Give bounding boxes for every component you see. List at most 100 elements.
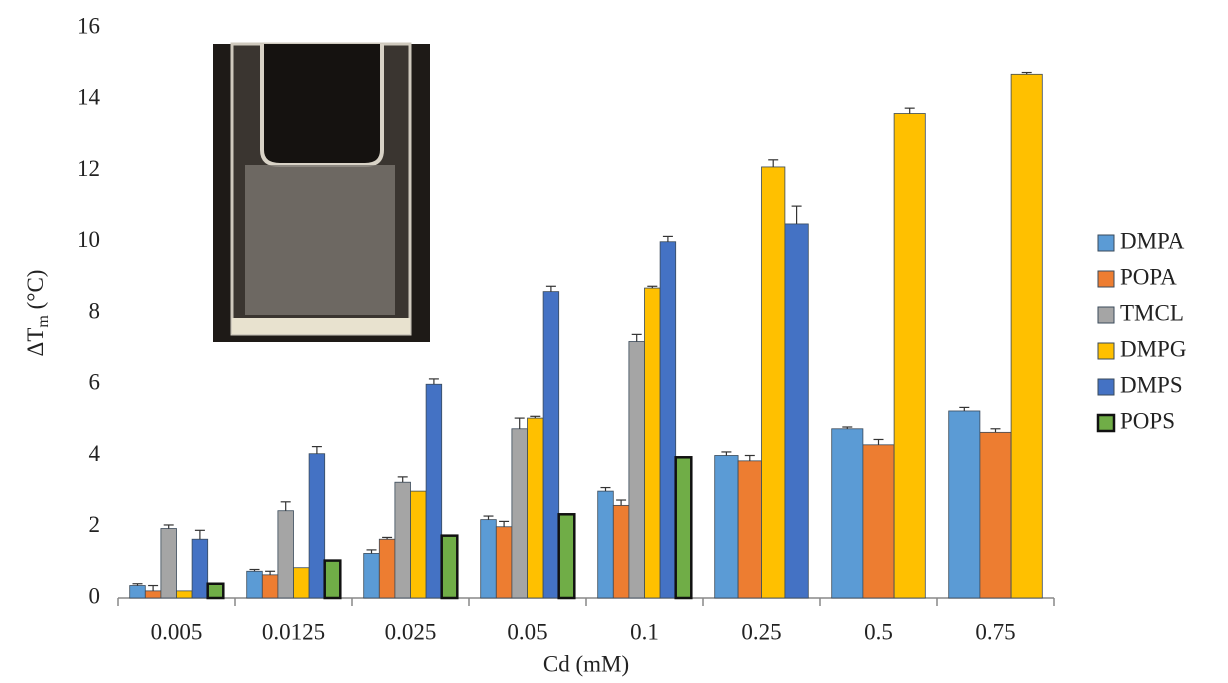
error-bar [429,379,439,384]
bar [177,591,193,598]
legend-swatch [1098,379,1114,395]
legend-label: TMCL [1120,300,1184,325]
legend-entry: TMCL [1098,300,1184,325]
legend-swatch [1098,307,1114,323]
x-axis-label: Cd (mM) [543,651,629,676]
error-bar [792,206,802,224]
error-bar [745,456,755,461]
legend-entry: DMPA [1098,228,1185,253]
bar [325,561,341,598]
bar [481,520,497,598]
legend-entry: DMPS [1098,372,1183,397]
y-tick-label: 8 [89,298,101,323]
error-bar [768,160,778,167]
legend-swatch [1098,235,1114,251]
error-bar [601,488,611,492]
bar [208,584,224,598]
bar [894,114,925,599]
bar [262,575,278,598]
legend-entry: DMPG [1098,336,1186,361]
error-bar [484,516,494,520]
inset-photo [213,44,430,342]
bar [832,429,863,598]
bar [294,568,310,598]
error-bar [874,439,884,444]
bar [762,167,785,598]
y-tick-label: 14 [77,85,101,110]
x-tick-label: 0.0125 [262,619,325,644]
bar [426,384,442,598]
x-tick-label: 0.1 [630,619,659,644]
y-tick-label: 2 [89,512,101,537]
y-axis-label-part: ΔT [23,328,48,357]
bar [130,586,146,598]
bar [192,539,208,598]
x-tick-label: 0.005 [151,619,203,644]
y-tick-label: 10 [77,227,100,252]
bar [785,224,808,598]
legend-swatch [1098,415,1114,431]
legend-label: POPA [1120,264,1177,289]
error-bar [991,429,1001,433]
bar [980,432,1011,598]
bar [738,461,761,598]
error-bar [367,550,377,554]
error-bar [312,447,322,454]
legend-label: DMPS [1120,372,1183,397]
bar [715,456,738,599]
x-tick-label: 0.25 [741,619,781,644]
bar [145,591,161,598]
y-tick-label: 0 [89,583,101,608]
bar [629,342,645,599]
error-bar [164,525,174,529]
bar [309,454,325,598]
bar [645,288,661,598]
bar [395,482,411,598]
y-tick-label: 4 [89,441,101,466]
y-axis-label-part: m [35,315,52,328]
bar [512,429,528,598]
x-tick-label: 0.75 [975,619,1015,644]
bar [496,527,512,598]
y-tick-label: 12 [77,156,100,181]
error-bar [398,477,408,482]
error-bar [616,500,626,505]
error-bar [515,418,525,429]
legend-label: DMPA [1120,228,1185,253]
bar [676,457,692,598]
error-bar [265,571,275,575]
bar [559,514,575,598]
bar [161,529,177,598]
x-tick-label: 0.025 [385,619,437,644]
error-bar [663,236,673,241]
error-bar [905,108,915,113]
y-tick-label: 6 [89,370,101,395]
legend-entry: POPA [1098,264,1177,289]
chart: 0 2 4 6 8 10 12 14 16 0.005 0.0125 0.025 0.05 0.1 0.25… [0,0,1228,683]
legend-label: POPS [1120,408,1175,433]
legend-entry: POPS [1098,408,1175,433]
legend-swatch [1098,271,1114,287]
error-bar [195,530,205,539]
bar [598,491,614,598]
error-bar [499,521,509,526]
bar [379,539,395,598]
legend-swatch [1098,343,1114,359]
bar [364,553,380,598]
error-bar [959,407,969,411]
error-bar [148,586,158,591]
bar [528,418,544,598]
error-bar [632,334,642,341]
error-bar [281,502,291,511]
bar [863,445,894,598]
bar [442,536,458,598]
x-tick-label: 0.05 [507,619,547,644]
error-bar [546,286,556,291]
bar [278,511,294,598]
y-axis-label: ΔTm (°C) [23,270,51,357]
bar [660,242,676,598]
bar [949,411,980,598]
legend-label: DMPG [1120,336,1186,361]
y-tick-label: 16 [77,13,100,38]
bar [411,491,427,598]
